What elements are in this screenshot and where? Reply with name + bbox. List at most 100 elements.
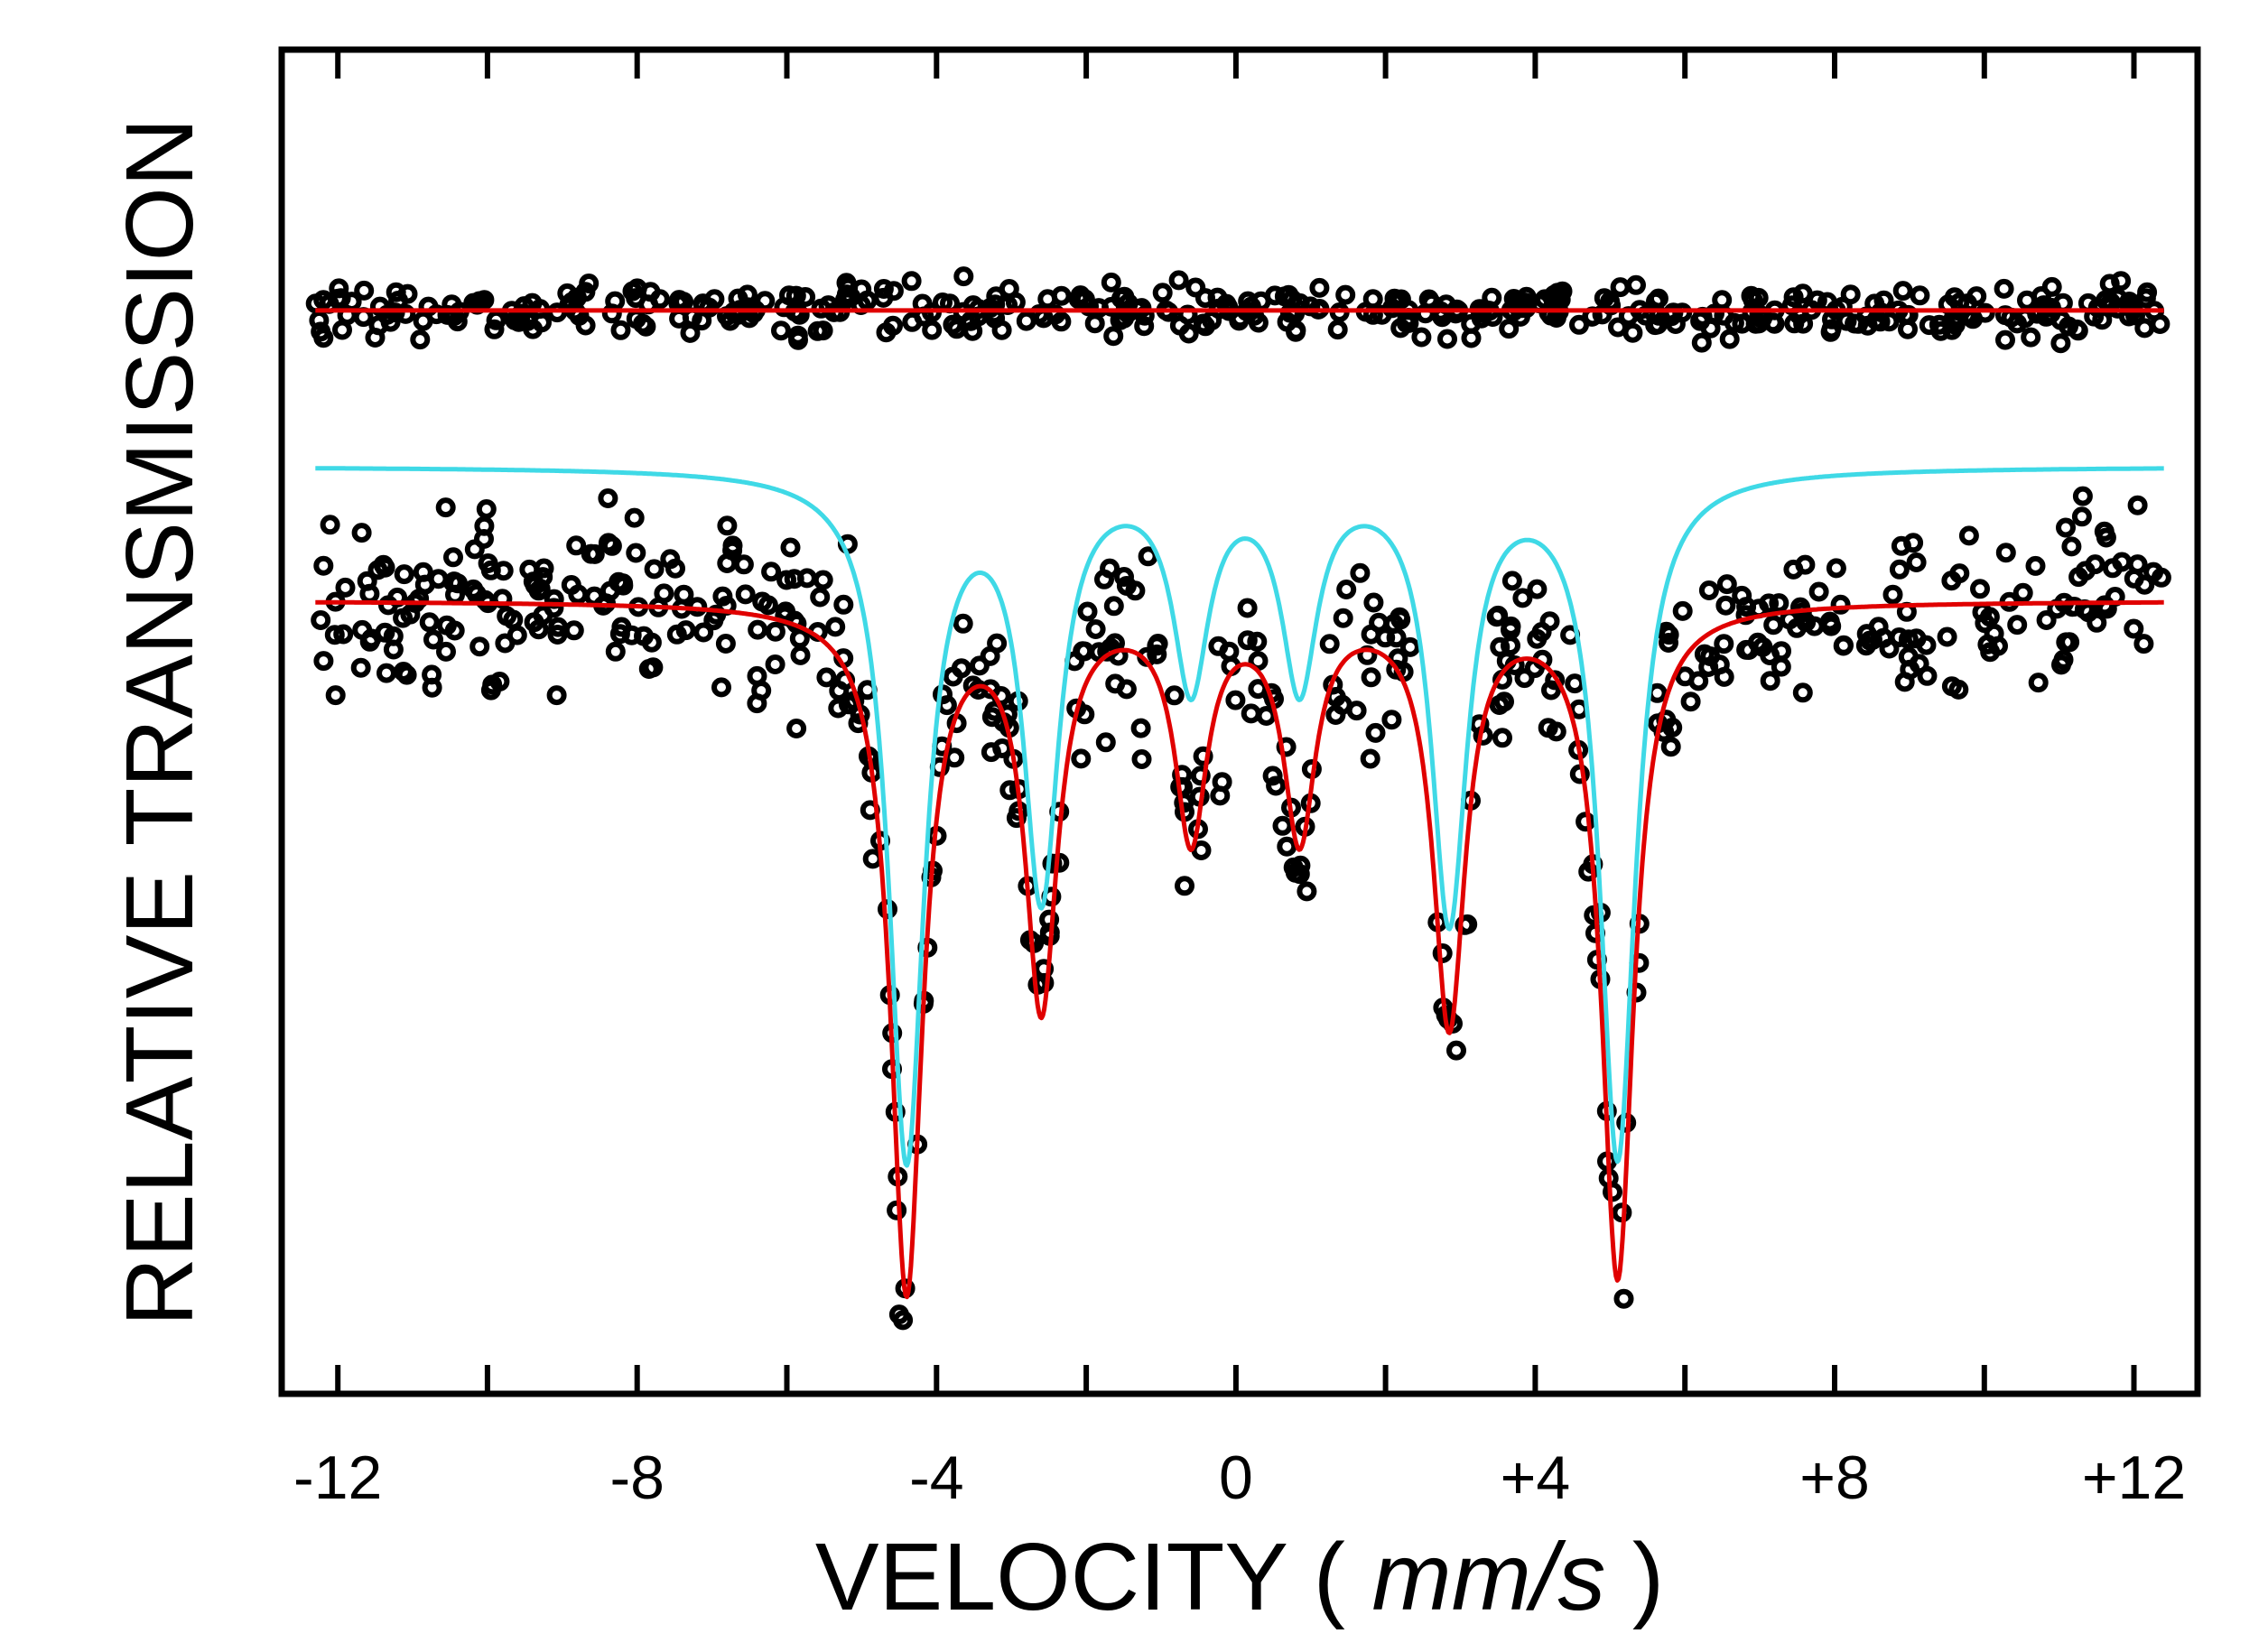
data-point: [350, 657, 371, 678]
data-point: [1114, 286, 1135, 307]
data-point: [422, 677, 442, 698]
data-point: [1411, 327, 1432, 348]
data-point: [704, 289, 725, 310]
data-point: [337, 305, 358, 326]
data-point: [1461, 328, 1482, 348]
data-point: [1979, 607, 2000, 627]
fit-curves-layer: [314, 308, 2165, 1300]
data-point: [443, 547, 463, 568]
data-point: [1437, 329, 1457, 349]
data-point: [1613, 1288, 1634, 1309]
data-point: [1071, 748, 1092, 769]
data-point: [2056, 517, 2076, 538]
data-point: [1892, 281, 1913, 302]
data-point: [566, 535, 587, 556]
data-point: [1909, 654, 1929, 674]
data-point: [1906, 552, 1927, 572]
data-point: [1826, 558, 1846, 579]
data-point: [393, 662, 414, 682]
data-point: [1501, 619, 1520, 640]
data-point: [351, 523, 372, 543]
data-point: [1381, 710, 1402, 730]
data-point: [330, 288, 351, 309]
data-point: [711, 677, 731, 698]
data-point: [644, 559, 665, 580]
data-point: [1272, 815, 1293, 836]
x-tick-label: +4: [1501, 1443, 1571, 1512]
data-point: [1903, 533, 1924, 553]
data-point: [1834, 635, 1854, 655]
data-point: [851, 279, 872, 300]
data-point: [1084, 313, 1105, 334]
data-point: [838, 694, 859, 715]
data-point: [1177, 304, 1198, 325]
data-point: [1745, 313, 1766, 334]
data-point: [1333, 608, 1353, 628]
data-point: [2051, 654, 2071, 675]
data-point: [1719, 329, 1740, 349]
data-point: [1131, 298, 1152, 319]
data-point: [1131, 749, 1152, 769]
data-point: [1103, 596, 1124, 617]
x-tick-label: -8: [609, 1443, 664, 1512]
x-axis-title: VELOCITY ( mm/s ): [815, 1524, 1664, 1630]
data-point: [503, 609, 524, 630]
data-point: [419, 612, 440, 633]
data-point: [1648, 314, 1668, 335]
data-point: [1178, 323, 1199, 344]
data-point: [1237, 630, 1258, 651]
data-point: [1309, 277, 1330, 298]
data-point: [787, 325, 808, 346]
data-point: [335, 577, 356, 598]
data-point: [776, 601, 796, 622]
data-point: [1277, 836, 1297, 857]
data-point: [876, 322, 897, 343]
data-point: [1712, 290, 1733, 311]
data-point: [1958, 525, 1979, 546]
data-point: [547, 625, 568, 645]
data-point: [1191, 840, 1212, 860]
data-point: [953, 266, 974, 287]
data-point: [309, 310, 330, 330]
data-point: [486, 310, 507, 330]
data-point: [1193, 746, 1213, 766]
data-point: [1390, 318, 1411, 339]
data-point: [1735, 605, 1756, 626]
data-point: [2007, 313, 2028, 334]
data-point: [1610, 277, 1631, 298]
data-point: [2072, 486, 2093, 506]
data-point: [1970, 579, 1990, 599]
data-point: [1390, 289, 1411, 310]
data-point: [1195, 288, 1215, 309]
data-point: [1830, 594, 1851, 615]
data-point: [2068, 320, 2088, 341]
data-point: [495, 633, 516, 654]
data-point: [735, 584, 756, 605]
data-point: [946, 319, 967, 339]
data-point: [641, 632, 662, 653]
data-point: [776, 570, 797, 590]
data-point: [2096, 527, 2116, 548]
data-point: [1247, 631, 1268, 652]
data-point: [1210, 785, 1231, 806]
data-point: [546, 685, 567, 706]
data-point: [1995, 329, 2015, 350]
data-point: [2061, 536, 2082, 557]
data-point: [720, 311, 740, 331]
data-point: [2124, 618, 2144, 639]
data-point: [984, 303, 1005, 324]
data-point: [2025, 555, 2046, 576]
data-point: [2151, 567, 2171, 588]
data-point: [901, 271, 922, 292]
data-point: [669, 308, 690, 329]
data-point: [1565, 673, 1585, 694]
data-point: [469, 636, 490, 657]
data-point: [1219, 641, 1240, 662]
data-point: [1488, 605, 1509, 626]
data-point: [951, 658, 971, 679]
data-point: [1094, 569, 1114, 589]
data-point: [1095, 732, 1116, 753]
data-point: [2041, 276, 2062, 297]
data-point: [2134, 318, 2155, 339]
data-point: [1680, 691, 1701, 712]
